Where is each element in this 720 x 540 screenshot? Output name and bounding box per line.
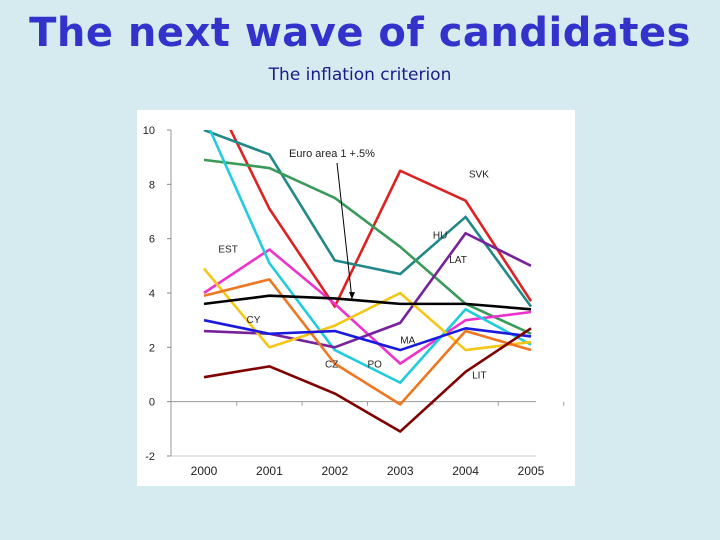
series-line-6 <box>203 294 532 311</box>
x-tick-label: 2001 <box>256 464 283 478</box>
series-label-ma: MA <box>400 335 415 346</box>
x-tick-label: 2000 <box>191 464 218 478</box>
series-label-svk: SVK <box>469 170 489 181</box>
annotation-pointer <box>336 162 353 300</box>
x-tick-label: 2003 <box>387 464 414 478</box>
inflation-line-chart: -2 0 2 4 6 8 10 2000 2001 2002 2003 2004 2005 Euro a… <box>143 125 565 478</box>
y-tick-label: -2 <box>145 451 155 463</box>
series-label-lat: LAT <box>449 255 467 266</box>
series-label-cz: CZ <box>325 360 338 371</box>
series-line-0 <box>229 130 533 308</box>
series-label-po: PO <box>368 360 383 371</box>
chart-panel: -2 0 2 4 6 8 10 2000 2001 2002 2003 2004 2005 Euro a… <box>137 110 575 486</box>
series-line-10 <box>203 327 532 433</box>
series-line-4 <box>208 130 532 384</box>
annotation-arrowhead <box>349 292 355 300</box>
y-tick-label: 2 <box>149 342 155 354</box>
series-line-1 <box>203 130 533 308</box>
y-tick-label: 0 <box>149 397 155 409</box>
y-tick-label: 8 <box>149 179 155 191</box>
slide-subtitle: The inflation criterion <box>268 65 452 85</box>
x-tick-label: 2005 <box>518 464 545 478</box>
slide-title: The next wave of candidates <box>29 10 691 56</box>
x-tick-label: 2002 <box>321 464 348 478</box>
y-tick-label: 6 <box>149 234 155 246</box>
series-label-est: EST <box>218 244 237 255</box>
x-tick-label: 2004 <box>452 464 479 478</box>
y-tick-label: 4 <box>149 288 155 300</box>
series-line-2 <box>203 158 532 335</box>
series-line-8 <box>203 278 532 406</box>
series-label-lit: LIT <box>472 371 486 382</box>
y-tick-label: 10 <box>143 125 155 137</box>
euro-area-annotation: Euro area 1 +.5% <box>289 148 375 160</box>
series-label-cy: CY <box>247 315 261 326</box>
series-line-9 <box>203 318 532 352</box>
series-line-7 <box>202 267 532 352</box>
series-label-hu: HU <box>433 231 447 242</box>
